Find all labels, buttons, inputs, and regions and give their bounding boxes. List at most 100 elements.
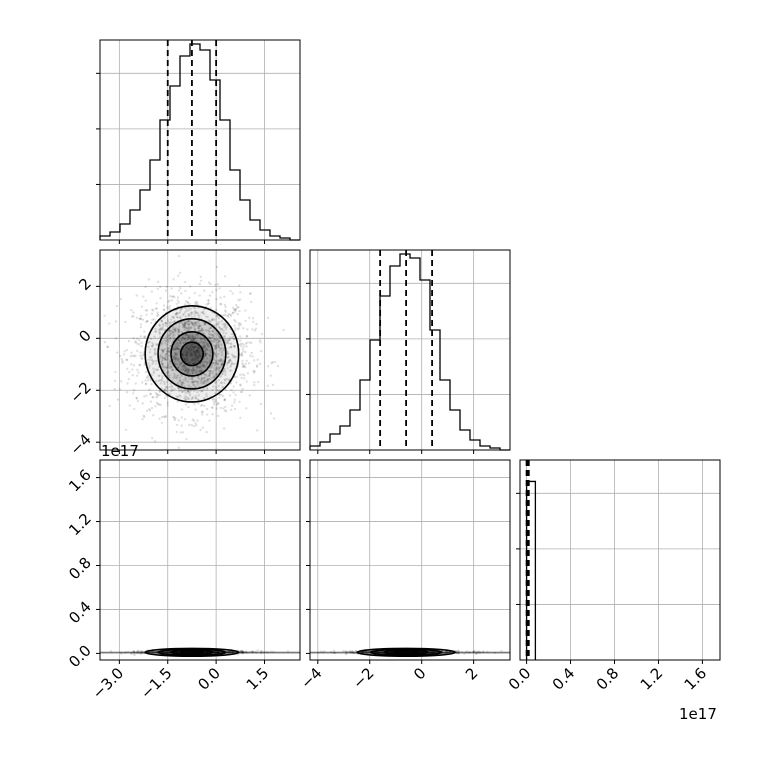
scatter-point <box>231 311 235 315</box>
scatter-point <box>167 392 171 395</box>
scatter-point <box>195 350 199 354</box>
scatter-point <box>224 379 227 382</box>
scatter-point <box>185 333 188 336</box>
scatter-point <box>163 382 166 386</box>
scatter-point <box>189 348 193 351</box>
scatter-point <box>162 415 166 419</box>
scatter-point <box>154 368 157 371</box>
scatter-point <box>244 365 247 369</box>
scatter-point <box>205 379 208 382</box>
scatter-point <box>118 354 122 358</box>
scatter-point <box>135 374 139 377</box>
scatter-point <box>189 339 192 342</box>
scatter-point <box>204 353 207 356</box>
scatter-point <box>162 308 166 311</box>
scatter-point <box>144 309 148 312</box>
scatter-point <box>193 351 196 354</box>
histogram-step <box>309 253 510 451</box>
scatter-point <box>161 322 165 326</box>
scatter-point <box>221 372 224 375</box>
scatter-point <box>175 347 179 350</box>
scatter-point <box>193 346 197 349</box>
scatter-point <box>185 329 188 332</box>
scatter-point <box>185 396 188 399</box>
scatter-point <box>167 336 170 339</box>
scatter-point <box>150 308 154 311</box>
scatter-point <box>177 330 180 333</box>
scatter-point <box>200 327 204 330</box>
scatter-point <box>147 366 151 370</box>
scatter-point <box>160 363 164 366</box>
scatter-point <box>230 336 234 339</box>
scatter-point <box>162 349 165 352</box>
scatter-point <box>169 389 173 393</box>
scatter-point <box>128 370 131 374</box>
scatter-point <box>228 369 231 372</box>
scatter-point <box>216 342 220 345</box>
scatter-point <box>118 388 122 391</box>
scatter-point <box>166 363 170 367</box>
scatter-point <box>164 415 167 419</box>
scatter-point <box>171 333 175 336</box>
y-tick-label: 0.8 <box>65 554 95 584</box>
scatter-point <box>197 356 200 360</box>
scatter-point <box>199 365 202 368</box>
scatter-point <box>186 322 189 326</box>
scatter-point <box>183 365 186 368</box>
scatter-point <box>143 363 146 367</box>
scatter-point <box>251 355 254 358</box>
scatter-point <box>164 386 168 390</box>
scatter-point <box>177 301 181 304</box>
scatter-point <box>235 303 238 307</box>
scatter-point <box>178 360 181 363</box>
scatter-point <box>153 351 157 355</box>
scatter-point <box>221 395 225 398</box>
scatter-point <box>233 344 236 348</box>
scatter-point <box>177 419 180 422</box>
x-tick-label: 0.0 <box>194 664 224 694</box>
scatter-point <box>213 339 217 342</box>
scatter-point <box>150 383 153 386</box>
scatter-point <box>181 336 184 340</box>
scatter-point <box>216 414 220 418</box>
scatter-point <box>186 359 189 362</box>
scatter-point <box>168 334 172 337</box>
scatter-point <box>190 338 193 341</box>
scatter-point <box>168 360 172 363</box>
scatter-point <box>205 315 208 318</box>
scatter-point <box>218 396 221 399</box>
scatter-point <box>228 346 231 349</box>
scatter-point <box>213 374 216 378</box>
scatter-point <box>208 369 211 373</box>
scatter-point <box>176 347 180 350</box>
scatter-point <box>155 393 158 396</box>
scatter-point <box>198 330 201 333</box>
scatter-point <box>203 354 207 357</box>
scatter-point <box>219 375 223 378</box>
scatter-point <box>240 354 243 357</box>
scatter-point <box>195 339 198 343</box>
scatter-point <box>244 342 248 346</box>
scatter-point <box>139 317 142 320</box>
scatter-point <box>208 320 211 323</box>
scatter-point <box>213 344 216 348</box>
scatter-point <box>161 356 164 359</box>
scatter-point <box>188 361 192 364</box>
scatter-point <box>217 340 221 343</box>
scatter-point <box>151 362 154 366</box>
scatter-point <box>173 328 177 332</box>
scatter-point <box>202 381 205 384</box>
scatter-point <box>186 348 189 352</box>
scatter-point <box>237 324 241 327</box>
scatter-point <box>190 358 194 362</box>
scatter-point <box>164 358 168 362</box>
scatter-point <box>226 366 229 370</box>
scatter-point <box>137 371 140 374</box>
scatter-point <box>210 336 213 339</box>
panel-2d-param-3-vs-2 <box>306 459 511 664</box>
scatter-point <box>332 649 336 652</box>
scatter-point <box>187 335 190 338</box>
scatter-point <box>146 319 149 323</box>
scatter-point <box>174 329 177 333</box>
scatter-point <box>231 355 235 358</box>
